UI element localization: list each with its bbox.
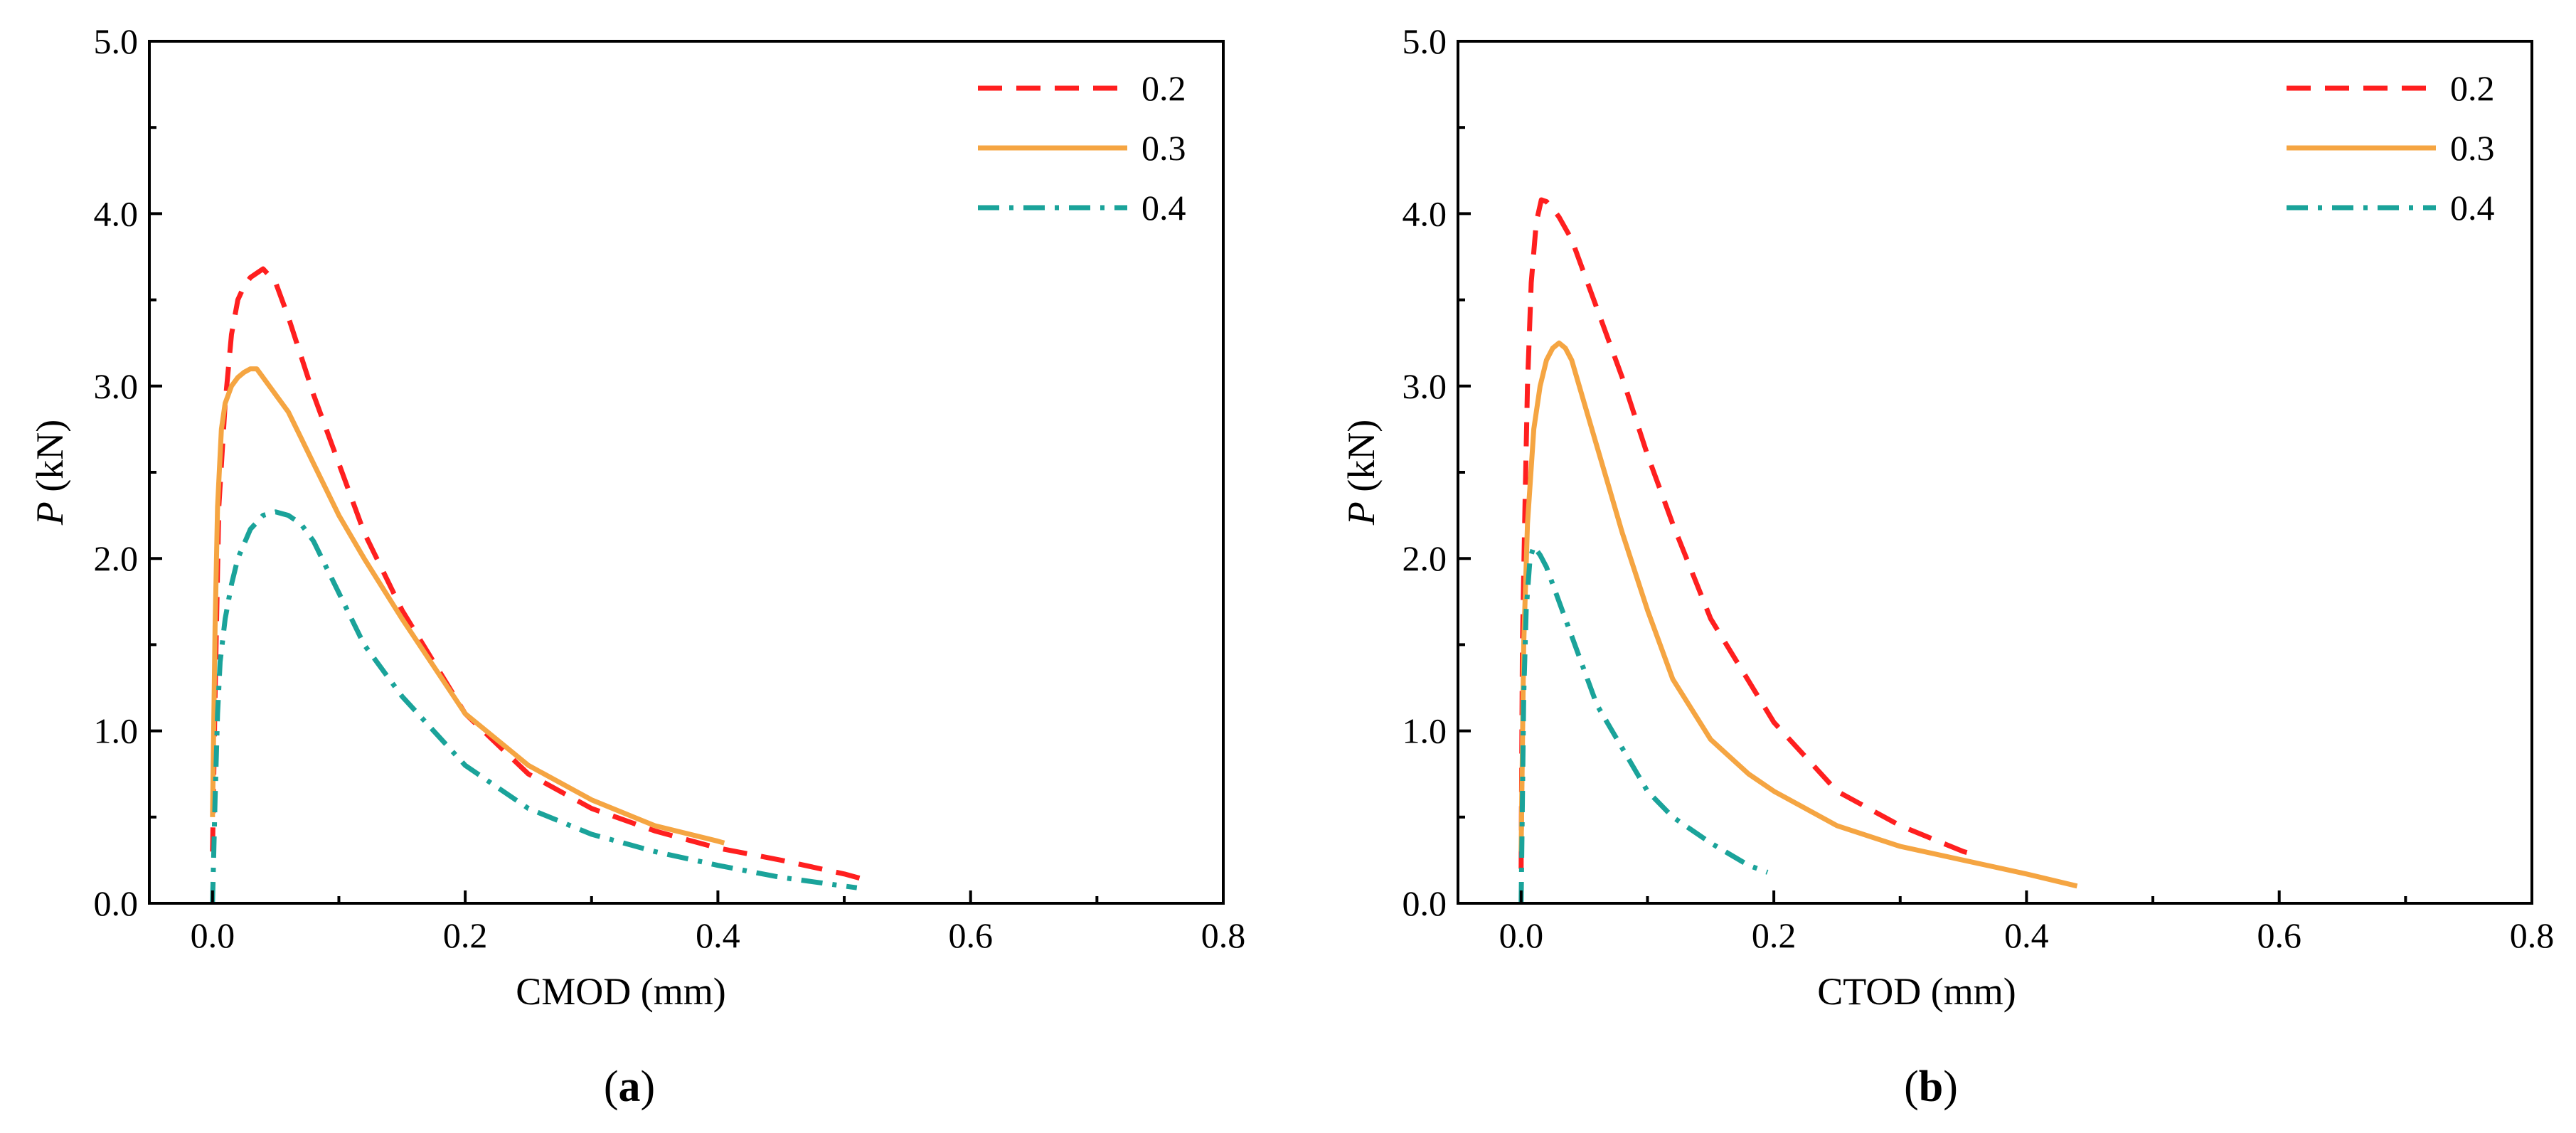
legend-label-a-0.3: 0.3 [1141, 128, 1186, 168]
legend-label-b-0.4: 0.4 [2450, 188, 2495, 228]
y-tick-label-b: 5.0 [1403, 21, 1447, 61]
y-tick-label-a: 3.0 [94, 366, 139, 406]
legend-label-a-0.2: 0.2 [1141, 68, 1186, 108]
panel-letter-a: a [619, 1063, 641, 1111]
y-tick-label-b: 3.0 [1403, 366, 1447, 406]
series-line-b-0.3 [1518, 340, 2078, 889]
legend-a: 0.2 0.3 0.4 [978, 68, 1186, 228]
legend-label-b-0.3: 0.3 [2450, 128, 2495, 168]
y-axis-title-rest-b: (kN) [1340, 420, 1383, 501]
legend-label-a-0.4: 0.4 [1141, 188, 1186, 228]
x-tick-label-a: 0.0 [191, 915, 235, 955]
series-line-a-0.2 [210, 266, 871, 883]
series-layer-a [210, 266, 871, 903]
panel-label-b: (b) [1904, 1063, 1958, 1111]
y-tick-label-a: 5.0 [94, 21, 139, 61]
series-layer-b [1518, 197, 2078, 903]
y-tick-label-a: 1.0 [94, 711, 139, 751]
panel-label-a: (a) [604, 1063, 655, 1111]
y-tick-label-a: 4.0 [94, 193, 139, 233]
series-line-b-0.2 [1518, 197, 1977, 869]
y-tick-label-a: 2.0 [94, 538, 139, 578]
legend-label-b-0.2: 0.2 [2450, 68, 2495, 108]
chart-a: 0.0 0.2 0.4 0.6 0.8 0.0 1.0 2.0 3.0 4.0 5.0 0.2 0.3… [28, 21, 1245, 1111]
y-axis-title-b: P (kN) [1340, 420, 1383, 526]
x-tick-label-b: 0.0 [1499, 915, 1544, 955]
series-line-a-0.4 [210, 509, 858, 903]
y-tick-label-b: 2.0 [1403, 538, 1447, 578]
x-tick-label-b: 0.2 [1752, 915, 1797, 955]
x-tick-label-b: 0.6 [2257, 915, 2301, 955]
y-axis-title-rest-a: (kN) [28, 420, 71, 501]
series-line-b-0.4 [1518, 543, 1769, 903]
panel-letter-b: b [1919, 1063, 1943, 1111]
x-tick-label-a: 0.4 [696, 915, 740, 955]
y-tick-label-b: 0.0 [1403, 883, 1447, 923]
x-axis-title-b: CTOD (mm) [1817, 970, 2016, 1013]
legend-b: 0.2 0.3 0.4 [2287, 68, 2495, 228]
plot-frame-b [1457, 40, 2533, 905]
y-axis-title-italic-b: P [1340, 501, 1383, 526]
x-tick-label-b: 0.8 [2510, 915, 2555, 955]
x-tick-label-b: 0.4 [2004, 915, 2049, 955]
plot-frame-a [148, 40, 1225, 905]
y-axis-title-a: P (kN) [28, 420, 71, 526]
y-tick-label-a: 0.0 [94, 883, 139, 923]
series-line-a-0.3 [210, 366, 725, 846]
y-tick-label-b: 1.0 [1403, 711, 1447, 751]
ticks-layer-b: 0.0 0.2 0.4 0.6 0.8 0.0 1.0 2.0 3.0 4.0 5.0 [1403, 21, 2555, 955]
ticks-layer-a: 0.0 0.2 0.4 0.6 0.8 0.0 1.0 2.0 3.0 4.0 5.0 [94, 21, 1246, 955]
chart-b: 0.0 0.2 0.4 0.6 0.8 0.0 1.0 2.0 3.0 4.0 5.0 0.2 0.3… [1340, 21, 2554, 1111]
x-tick-label-a: 0.8 [1201, 915, 1246, 955]
x-tick-label-a: 0.2 [443, 915, 488, 955]
x-axis-title-a: CMOD (mm) [516, 970, 726, 1013]
y-axis-title-italic-a: P [28, 501, 71, 526]
y-tick-label-b: 4.0 [1403, 193, 1447, 233]
x-tick-label-a: 0.6 [948, 915, 993, 955]
